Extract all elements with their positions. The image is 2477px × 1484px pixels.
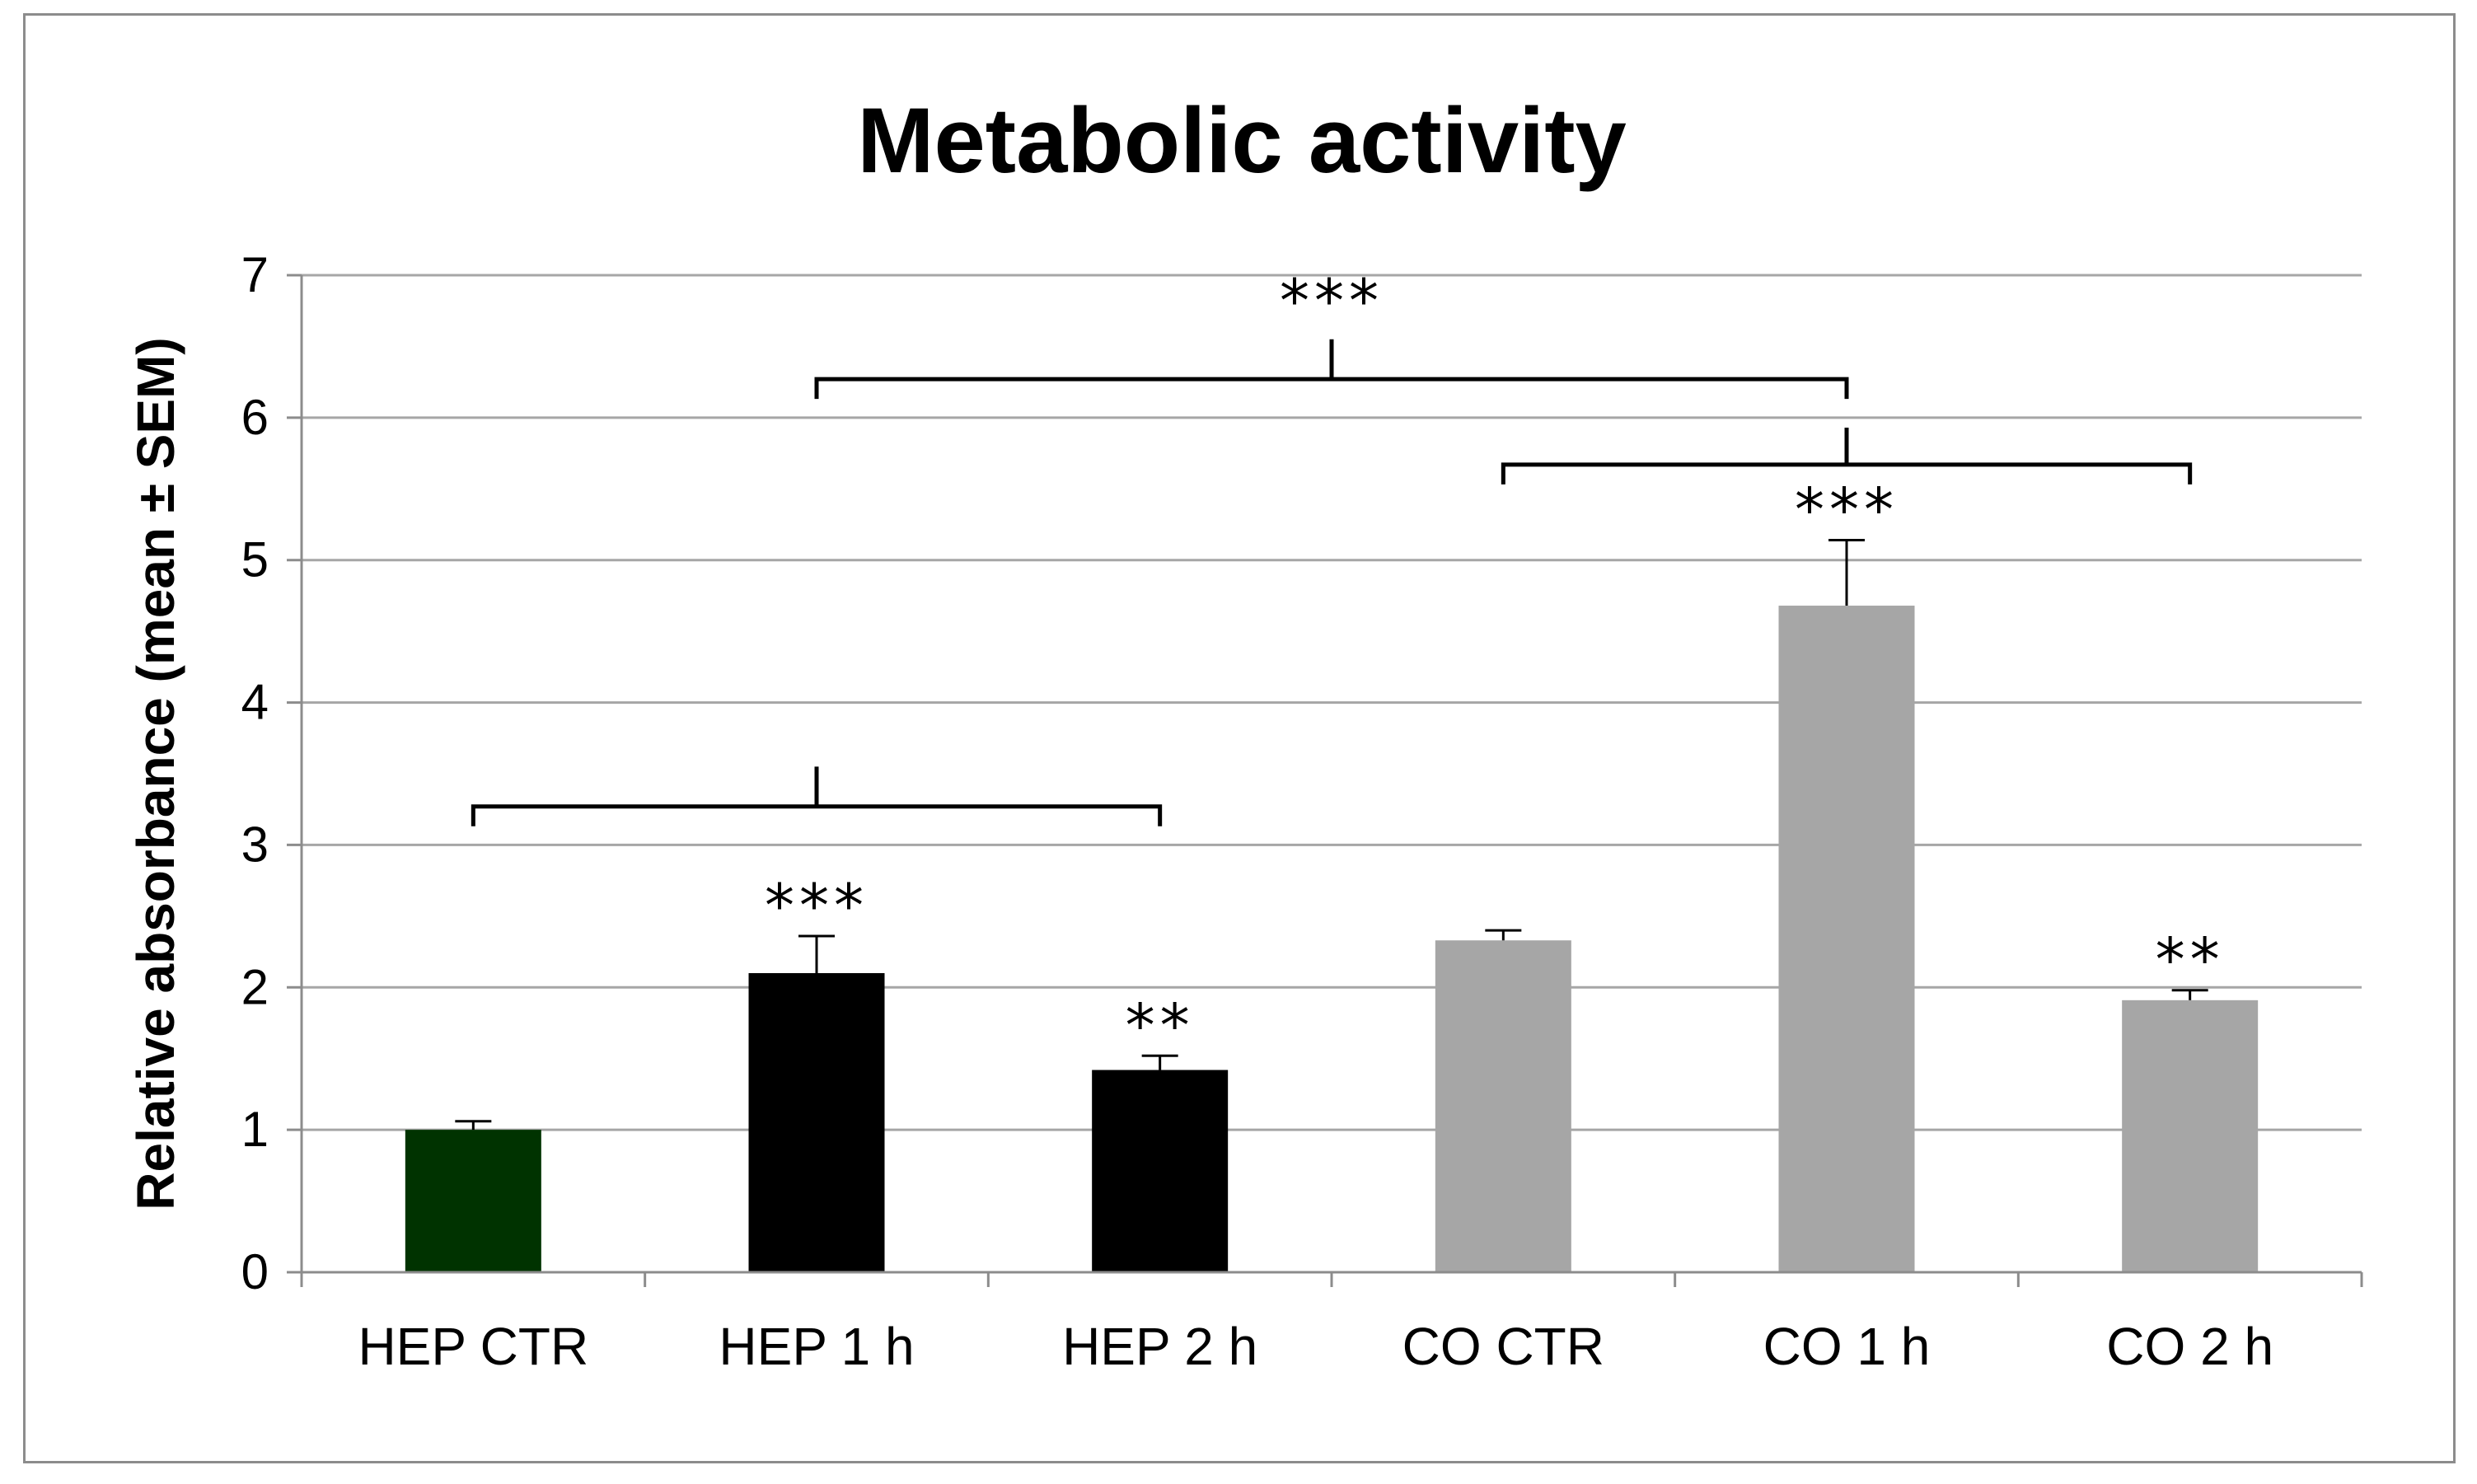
bar <box>405 1130 541 1272</box>
y-tick-label: 7 <box>241 247 269 302</box>
category-label: HEP 2 h <box>1062 1317 1257 1376</box>
axis-layer: 0 1 2 3 4 5 6 7 HEP CTR HEP 1 h HEP 2 h CO CTR CO 1 … <box>241 247 2363 1376</box>
significance-label: *** <box>765 871 869 940</box>
significance-label: ** <box>2156 925 2225 995</box>
bracket-significance-label: *** <box>1280 266 1384 335</box>
chart-frame: Metabolic activity Relative absorbance (… <box>23 13 2456 1463</box>
bars-layer <box>405 539 2259 1272</box>
significance-label: *** <box>1795 475 1899 545</box>
category-label: HEP CTR <box>358 1317 588 1376</box>
grid-layer <box>302 274 2362 1131</box>
comparison-bracket <box>471 766 1163 826</box>
y-tick-label: 0 <box>241 1244 269 1299</box>
y-tick-label: 4 <box>241 675 269 730</box>
bar <box>1092 1070 1229 1272</box>
comparison-bracket <box>1501 427 2193 485</box>
bar <box>748 973 885 1272</box>
bar <box>1435 940 1571 1272</box>
y-tick-label: 5 <box>241 532 269 588</box>
y-tick-label: 3 <box>241 817 269 872</box>
comparison-bracket <box>814 339 1849 400</box>
category-label: CO CTR <box>1402 1317 1604 1376</box>
bar <box>1778 606 1915 1272</box>
y-axis-label: Relative absorbance (mean ± SEM) <box>126 337 185 1210</box>
y-tick-label: 2 <box>241 959 269 1014</box>
y-tick-label: 1 <box>241 1102 269 1157</box>
significance-label: ** <box>1126 990 1195 1060</box>
category-label: CO 1 h <box>1763 1317 1931 1376</box>
chart-title: Metabolic activity <box>857 89 1627 192</box>
chart-svg: Metabolic activity Relative absorbance (… <box>126 89 2363 1376</box>
annotation-layer: ************* <box>471 266 2225 1060</box>
y-tick-label: 6 <box>241 390 269 445</box>
bar <box>2122 999 2259 1272</box>
category-label: CO 2 h <box>2106 1317 2273 1376</box>
category-label: HEP 1 h <box>719 1317 914 1376</box>
